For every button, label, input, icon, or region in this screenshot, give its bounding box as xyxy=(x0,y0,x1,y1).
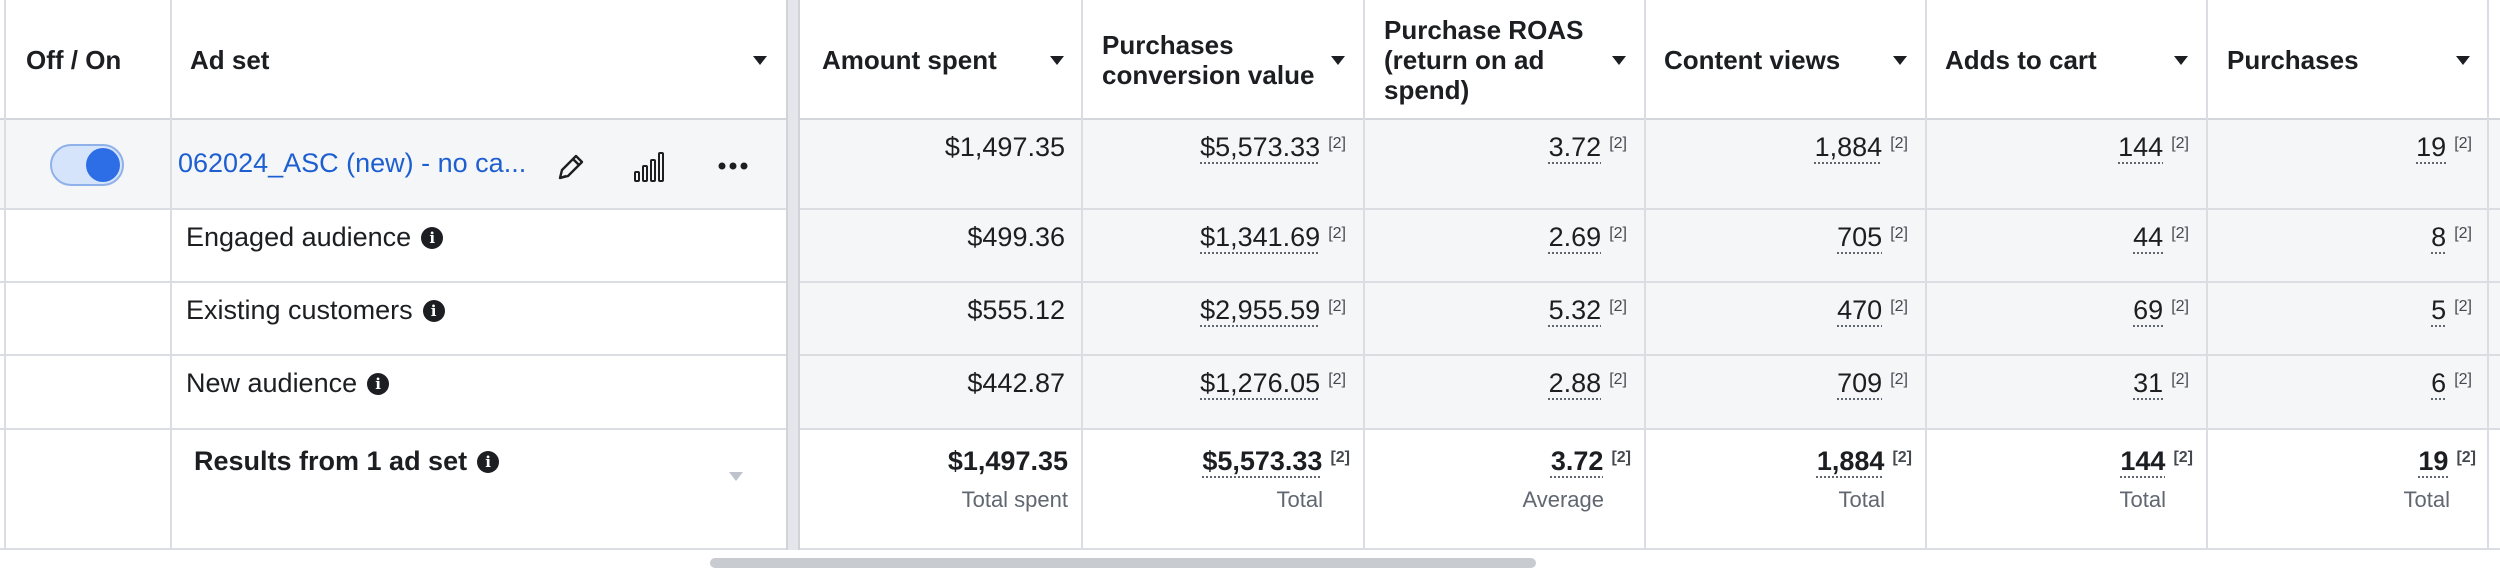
column-header-label: Adds to cart xyxy=(1945,45,2097,75)
audience-purchases-conversion-value[interactable]: $1,276.05 [2] xyxy=(1200,368,1346,398)
column-header-adds-to-cart[interactable]: Adds to cart xyxy=(1945,0,2195,120)
chevron-down-icon[interactable] xyxy=(729,472,743,481)
column-header-label: Purchase ROAS xyxy=(1384,15,1584,45)
column-divider xyxy=(1363,0,1365,550)
sort-caret-icon[interactable] xyxy=(2174,56,2188,65)
column-divider xyxy=(2206,0,2208,550)
totals-purchase-roas[interactable]: 3.72 [2] xyxy=(1550,446,1631,476)
audience-row xyxy=(0,356,2500,430)
audience-content-views[interactable]: 470 [2] xyxy=(1837,295,1908,325)
sort-caret-icon[interactable] xyxy=(1612,56,1626,65)
column-header-label: Purchases xyxy=(1102,30,1234,60)
totals-content-views-caption: Total xyxy=(1838,487,1885,512)
audience-row xyxy=(0,210,2500,283)
adset-content-views[interactable]: 1,884 [2] xyxy=(1814,132,1908,162)
column-header-label: Amount spent xyxy=(822,45,997,75)
info-icon[interactable]: i xyxy=(367,372,390,395)
adset-toggle[interactable] xyxy=(50,144,124,186)
audience-adds-to-cart[interactable]: 31 [2] xyxy=(2133,368,2189,398)
audience-row xyxy=(0,283,2500,356)
pencil-icon[interactable] xyxy=(555,151,587,183)
sort-caret-icon[interactable] xyxy=(753,56,767,65)
column-divider xyxy=(170,0,172,550)
adset-row xyxy=(0,120,2500,210)
column-divider xyxy=(4,0,6,550)
adset-purchases[interactable]: 19 [2] xyxy=(2416,132,2472,162)
column-header-purchases-conversion-value[interactable]: Purchases conversion value xyxy=(1102,0,1352,120)
bar-chart-icon[interactable] xyxy=(632,150,666,184)
totals-amount-spent: $1,497.35 xyxy=(947,446,1068,476)
totals-amount-spent-caption: Total spent xyxy=(961,487,1068,512)
horizontal-scrollbar[interactable] xyxy=(710,558,1536,568)
info-icon[interactable]: i xyxy=(477,450,500,473)
column-header-amount-spent[interactable]: Amount spent xyxy=(822,0,1072,120)
column-header-label: Content views xyxy=(1664,45,1841,75)
column-header-label: Ad set xyxy=(190,45,270,75)
column-header-content-views[interactable]: Content views xyxy=(1664,0,1914,120)
audience-adds-to-cart[interactable]: 44 [2] xyxy=(2133,222,2189,252)
adset-name-link[interactable]: 062024_ASC (new) - no ca... xyxy=(178,148,527,178)
audience-purchases[interactable]: 5 [2] xyxy=(2431,295,2472,325)
column-header-label: Purchases xyxy=(2227,45,2359,75)
sort-caret-icon[interactable] xyxy=(2456,56,2470,65)
adset-purchases-conversion-value[interactable]: $5,573.33 [2] xyxy=(1200,132,1346,162)
audience-name: Engaged audience i xyxy=(186,222,444,253)
audience-amount-spent: $499.36 xyxy=(967,222,1065,252)
audience-purchases-conversion-value[interactable]: $1,341.69 [2] xyxy=(1200,222,1346,252)
column-divider xyxy=(1081,0,1083,550)
sort-caret-icon[interactable] xyxy=(1893,56,1907,65)
info-icon[interactable]: i xyxy=(421,226,444,249)
sort-caret-icon[interactable] xyxy=(1050,56,1064,65)
totals-purchases-conversion-value[interactable]: $5,573.33 [2] xyxy=(1202,446,1350,476)
audience-purchase-roas[interactable]: 2.69 [2] xyxy=(1548,222,1627,252)
table-header-row xyxy=(0,0,2500,120)
audience-amount-spent: $555.12 xyxy=(967,295,1065,325)
column-header-label: Off / On xyxy=(26,45,122,75)
audience-purchases[interactable]: 8 [2] xyxy=(2431,222,2472,252)
column-header-purchases[interactable]: Purchases xyxy=(2227,0,2477,120)
audience-name: New audience i xyxy=(186,368,390,399)
adset-purchase-roas[interactable]: 3.72 [2] xyxy=(1548,132,1627,162)
sort-caret-icon[interactable] xyxy=(1331,56,1345,65)
totals-adds-to-cart[interactable]: 144 [2] xyxy=(2120,446,2193,476)
audience-content-views[interactable]: 705 [2] xyxy=(1837,222,1908,252)
audience-name: Existing customers i xyxy=(186,295,445,326)
totals-row xyxy=(0,430,2500,550)
adset-amount-spent: $1,497.35 xyxy=(944,132,1065,162)
audience-adds-to-cart[interactable]: 69 [2] xyxy=(2133,295,2189,325)
totals-adds-to-cart-caption: Total xyxy=(2119,487,2166,512)
column-divider xyxy=(2487,0,2489,550)
audience-content-views[interactable]: 709 [2] xyxy=(1837,368,1908,398)
totals-content-views[interactable]: 1,884 [2] xyxy=(1816,446,1912,476)
totals-purchases[interactable]: 19 [2] xyxy=(2418,446,2476,476)
column-header-label: (return on ad xyxy=(1384,45,1545,75)
column-header-label: spend) xyxy=(1384,75,1470,105)
totals-purchases-caption: Total xyxy=(2403,487,2450,512)
column-divider xyxy=(1644,0,1646,550)
totals-label: Results from 1 ad set i xyxy=(194,446,500,477)
info-icon[interactable]: i xyxy=(422,299,445,322)
audience-purchase-roas[interactable]: 2.88 [2] xyxy=(1548,368,1627,398)
totals-pcv-caption: Total xyxy=(1276,487,1323,512)
column-header-off-on: Off / On xyxy=(26,0,166,120)
audience-purchases-conversion-value[interactable]: $2,955.59 [2] xyxy=(1200,295,1346,325)
column-header-ad-set[interactable]: Ad set xyxy=(190,0,780,120)
totals-roas-caption: Average xyxy=(1522,487,1604,512)
audience-amount-spent: $442.87 xyxy=(967,368,1065,398)
column-divider xyxy=(1925,0,1927,550)
frozen-column-divider[interactable] xyxy=(786,0,800,550)
column-header-purchase-roas[interactable]: Purchase ROAS (return on ad spend) xyxy=(1384,0,1634,120)
adset-adds-to-cart[interactable]: 144 [2] xyxy=(2118,132,2189,162)
more-icon[interactable] xyxy=(718,160,748,172)
audience-purchase-roas[interactable]: 5.32 [2] xyxy=(1548,295,1627,325)
toggle-knob xyxy=(86,148,120,182)
audience-purchases[interactable]: 6 [2] xyxy=(2431,368,2472,398)
column-header-label: conversion value xyxy=(1102,60,1315,90)
